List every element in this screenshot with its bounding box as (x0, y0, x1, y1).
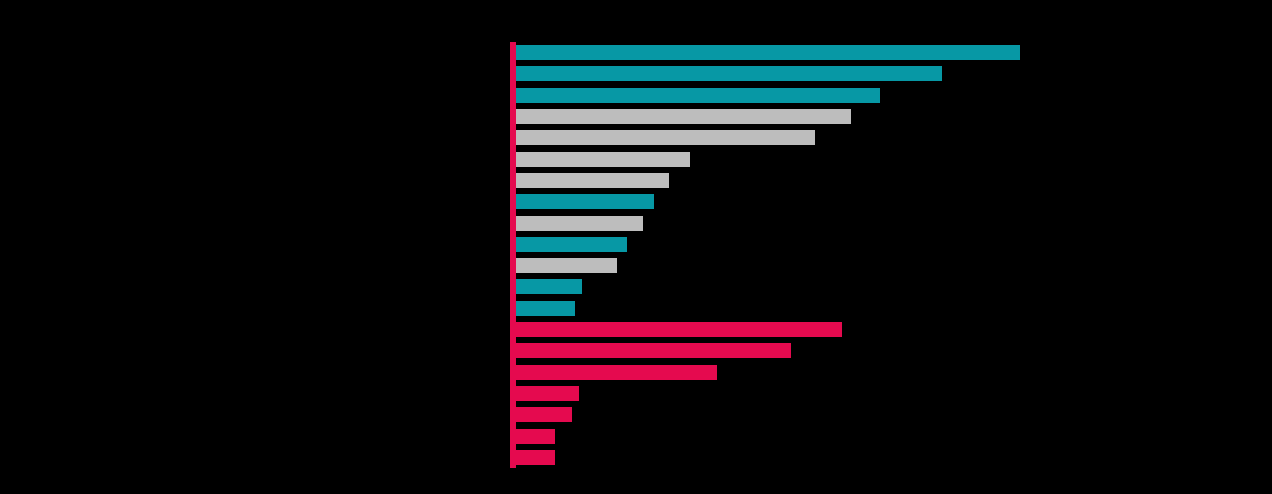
bar-14 (516, 322, 842, 338)
bar-15 (516, 343, 791, 359)
bar-10 (516, 236, 627, 252)
bar-20 (516, 449, 555, 465)
bar-3 (516, 87, 880, 103)
bar-18 (516, 407, 572, 423)
bar-2 (516, 66, 942, 82)
bar-9 (516, 215, 643, 231)
bar-17 (516, 385, 579, 401)
bar-8 (516, 194, 654, 210)
bar-19 (516, 428, 555, 444)
bar-6 (516, 151, 690, 167)
bar-1 (516, 45, 1020, 61)
bar-11 (516, 258, 617, 274)
axis-baseline (510, 42, 516, 468)
bar-5 (516, 130, 815, 146)
bar-12 (516, 279, 582, 295)
bar-7 (516, 172, 669, 188)
bar-4 (516, 109, 851, 125)
bar-16 (516, 364, 717, 380)
bar-13 (516, 300, 575, 316)
